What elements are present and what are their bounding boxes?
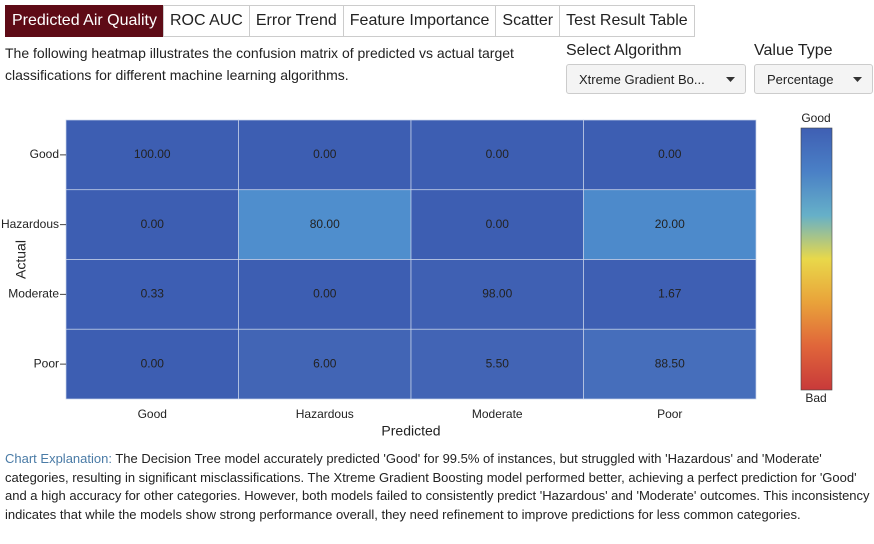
caret <box>853 77 862 82</box>
heatmap-cell <box>238 189 412 260</box>
cell-label: 0.00 <box>313 147 337 161</box>
heatmap-cell <box>65 189 239 260</box>
control-label: Select Algorithm <box>566 42 682 59</box>
dropdown[interactable]: Xtreme Gradient Bo... <box>566 64 746 94</box>
tab-bar: Predicted Air Quality ROC AUC Error Tren… <box>5 5 695 37</box>
x-tick-label: Good <box>138 407 167 421</box>
y-tick-label: Good <box>30 147 59 161</box>
heatmap-cell <box>583 259 757 330</box>
cell-label: 0.00 <box>313 287 337 301</box>
heatmap-cell <box>238 119 412 191</box>
x-tick-label: Hazardous <box>296 407 354 421</box>
y-tick-label: Hazardous <box>1 217 59 231</box>
tab[interactable]: Scatter <box>495 5 561 37</box>
y-tick-label: Moderate <box>8 287 59 301</box>
heatmap-cell <box>583 328 757 400</box>
heatmap-cell <box>410 328 584 400</box>
cell-label: 80.00 <box>310 217 340 231</box>
explanation-text: The Decision Tree model accurately predi… <box>5 451 870 522</box>
cell-label: 5.50 <box>486 356 510 370</box>
heatmap-cell <box>238 328 412 400</box>
cell-label: 0.00 <box>141 356 165 370</box>
cell-label: 98.00 <box>482 287 512 301</box>
heatmap-cell <box>583 189 757 260</box>
tab[interactable]: Feature Importance <box>342 5 497 37</box>
tab[interactable]: Error Trend <box>248 5 344 37</box>
x-tick-label: Moderate <box>472 407 523 421</box>
colorbar-bottom-label: Bad <box>805 391 826 405</box>
description: The following heatmap illustrates the co… <box>5 45 514 83</box>
cell-label: 0.33 <box>141 287 165 301</box>
cell-label: 0.00 <box>486 217 510 231</box>
explanation-label: Chart Explanation: <box>5 451 112 466</box>
heatmap-cell <box>410 119 584 191</box>
heatmap-cell <box>65 328 239 400</box>
heatmap: 100.00 0.00 0.00 0.00 0.00 80.00 0.00 20.00 0.33… <box>1 111 833 439</box>
tab[interactable]: Predicted Air Quality <box>5 5 164 37</box>
cell-label: 6.00 <box>313 356 337 370</box>
cell-label: 1.67 <box>658 287 682 301</box>
control-label: Value Type <box>754 42 833 59</box>
heatmap-cell <box>583 119 757 191</box>
cell-label: 100.00 <box>134 147 171 161</box>
caret <box>726 77 735 82</box>
x-axis-title: Predicted <box>381 423 440 439</box>
cell-label: 0.00 <box>658 147 682 161</box>
explanation: Chart Explanation: The Decision Tree mod… <box>5 450 871 524</box>
tab[interactable]: ROC AUC <box>162 5 250 37</box>
dropdown[interactable]: Percentage <box>754 64 873 94</box>
heatmap-cell <box>238 259 412 330</box>
cell-label: 20.00 <box>655 217 685 231</box>
cell-label: 0.00 <box>486 147 510 161</box>
colorbar-top-label: Good <box>801 111 830 125</box>
cell-label: 88.50 <box>655 356 685 370</box>
colorbar <box>800 127 833 391</box>
x-tick-label: Poor <box>657 407 682 421</box>
cell-label: 0.00 <box>141 217 165 231</box>
heatmap-cell <box>65 119 239 191</box>
y-axis-title: Actual <box>13 240 29 279</box>
y-tick-label: Poor <box>34 356 59 370</box>
dropdown-value: Xtreme Gradient Bo... <box>579 72 705 87</box>
dropdown-value: Percentage <box>767 72 834 87</box>
tab[interactable]: Test Result Table <box>559 5 695 37</box>
